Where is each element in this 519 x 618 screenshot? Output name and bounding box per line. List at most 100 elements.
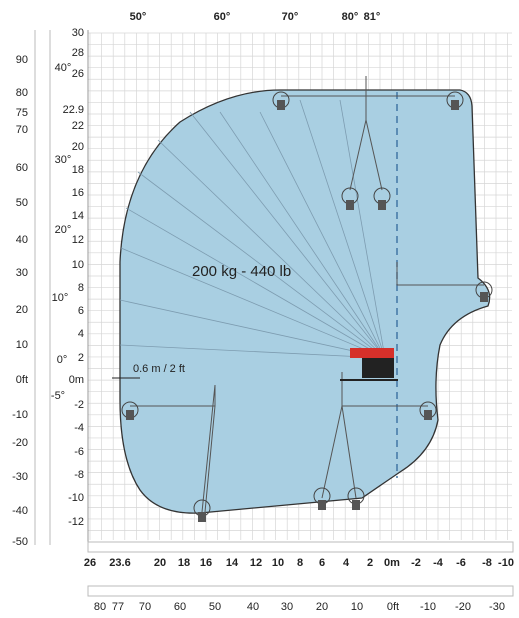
left-angle: -5° bbox=[51, 390, 65, 402]
ray bbox=[119, 344, 386, 359]
reach-m: 6 bbox=[319, 557, 325, 569]
height-m: 12 bbox=[72, 234, 84, 246]
person bbox=[451, 100, 459, 110]
height-m: 16 bbox=[72, 187, 84, 199]
height-m: -4 bbox=[74, 422, 84, 434]
height-ft: 90 bbox=[16, 54, 28, 66]
boom bbox=[130, 384, 216, 513]
person bbox=[378, 200, 386, 210]
ray bbox=[157, 139, 386, 359]
ray bbox=[259, 111, 386, 359]
height-ft: 30 bbox=[16, 267, 28, 279]
ray bbox=[219, 111, 386, 359]
height-ft: 10 bbox=[16, 339, 28, 351]
person bbox=[346, 200, 354, 210]
boom bbox=[281, 95, 367, 191]
person bbox=[318, 500, 326, 510]
reach-m: 14 bbox=[226, 557, 239, 569]
labels: 50° 60° 70° 80° 81°40°30°20°10°0°-5°30282622… bbox=[12, 11, 514, 613]
height-ft: 50 bbox=[16, 197, 28, 209]
height-ft: -10 bbox=[12, 409, 28, 421]
height-m: 22.9 bbox=[63, 104, 84, 116]
person bbox=[198, 512, 206, 522]
height-ft: -20 bbox=[12, 437, 28, 449]
machine-boom bbox=[350, 348, 394, 358]
reach-m: 12 bbox=[250, 557, 262, 569]
height-m: 6 bbox=[78, 305, 84, 317]
height-ft: -40 bbox=[12, 505, 28, 517]
person bbox=[352, 500, 360, 510]
reach-m: 8 bbox=[297, 557, 303, 569]
reach-m: -10 bbox=[498, 557, 514, 569]
height-m: 0m bbox=[69, 374, 84, 386]
person bbox=[424, 410, 432, 420]
reach-m: -2 bbox=[411, 557, 421, 569]
ray bbox=[189, 111, 386, 359]
reach-m: 0m bbox=[384, 557, 400, 569]
person bbox=[126, 410, 134, 420]
height-ft: 40 bbox=[16, 234, 28, 246]
reach-m: 20 bbox=[154, 557, 166, 569]
ray bbox=[299, 99, 386, 359]
machine-body bbox=[362, 358, 394, 378]
height-ft: 70 bbox=[16, 124, 28, 136]
reach-ft: 50 bbox=[209, 601, 221, 613]
reach-ft: -20 bbox=[455, 601, 471, 613]
left-angle: 20° bbox=[55, 224, 72, 236]
reach-m: 16 bbox=[200, 557, 212, 569]
height-m: 8 bbox=[78, 282, 84, 294]
ray bbox=[137, 171, 386, 359]
ruler-reach-ft bbox=[87, 585, 514, 597]
ruler-reach-m bbox=[87, 541, 514, 553]
machine bbox=[340, 348, 398, 381]
reach-m: -8 bbox=[482, 557, 492, 569]
reach-m: 2 bbox=[367, 557, 373, 569]
boom bbox=[204, 405, 216, 513]
height-ft: 80 bbox=[16, 87, 28, 99]
ray bbox=[339, 99, 386, 359]
person bbox=[277, 100, 285, 110]
left-angle: 30° bbox=[55, 154, 72, 166]
reach-m: 4 bbox=[343, 557, 350, 569]
left-angle: 0° bbox=[57, 354, 68, 366]
height-m: 10 bbox=[72, 259, 84, 271]
ray bbox=[119, 299, 386, 359]
height-m: -10 bbox=[68, 492, 84, 504]
boom-positions bbox=[121, 76, 493, 522]
height-m: -6 bbox=[74, 446, 84, 458]
height-m: -12 bbox=[68, 516, 84, 528]
reach-ft: 80 bbox=[94, 601, 106, 613]
reach-ft: 0ft bbox=[387, 601, 399, 613]
reach-m: 26 bbox=[84, 557, 96, 569]
boom bbox=[341, 405, 357, 499]
height-m: 2 bbox=[78, 352, 84, 364]
left-angle: 40° bbox=[55, 62, 72, 74]
reach-m: 10 bbox=[272, 557, 284, 569]
reach-ft: 60 bbox=[174, 601, 186, 613]
top-angle: 70° bbox=[282, 11, 299, 23]
top-angle: 80° bbox=[342, 11, 359, 23]
rays bbox=[119, 99, 386, 359]
height-m: 22 bbox=[72, 120, 84, 132]
load-label: 200 kg - 440 lb bbox=[192, 263, 291, 280]
reach-ft: 20 bbox=[316, 601, 328, 613]
height-ft: 0ft bbox=[16, 374, 28, 386]
height-ft: -30 bbox=[12, 471, 28, 483]
height-ft: 20 bbox=[16, 304, 28, 316]
offset-label: 0.6 m / 2 ft bbox=[133, 363, 185, 375]
reach-m: -4 bbox=[433, 557, 444, 569]
reach-m: 23.6 bbox=[109, 557, 130, 569]
boom bbox=[365, 119, 383, 191]
height-m: 28 bbox=[72, 47, 84, 59]
reach-ft: 10 bbox=[351, 601, 363, 613]
reach-ft: -30 bbox=[489, 601, 505, 613]
reach-ft: 30 bbox=[281, 601, 293, 613]
height-ft: 60 bbox=[16, 162, 28, 174]
height-m: 20 bbox=[72, 141, 84, 153]
boom bbox=[396, 262, 484, 286]
reach-ft: 77 bbox=[112, 601, 124, 613]
height-m: -8 bbox=[74, 469, 84, 481]
reach-ft: 40 bbox=[247, 601, 259, 613]
top-angle: 50° bbox=[130, 11, 147, 23]
reach-ft: 70 bbox=[139, 601, 151, 613]
